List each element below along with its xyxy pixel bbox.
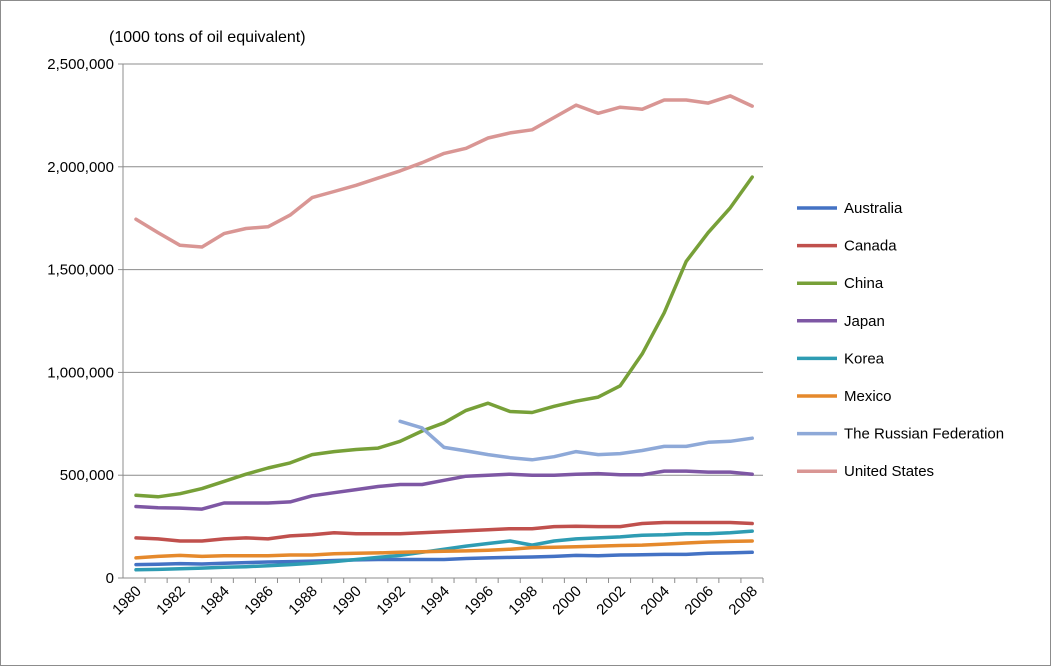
series-line-the-russian-federation: [398, 419, 754, 462]
x-tick-label: 1980: [109, 583, 145, 619]
legend-label-mexico: Mexico: [844, 388, 892, 405]
y-tick-label: 0: [106, 570, 114, 587]
y-tick-labels: 0 500,000 1,000,000 1,500,000 2,000,000 2,500…: [47, 56, 114, 587]
series-lines: [134, 94, 754, 572]
series-line-japan: [134, 469, 754, 511]
y-axis-label: (1000 tons of oil equivalent): [109, 29, 306, 46]
x-tick-label: 2000: [549, 583, 585, 619]
legend-label-the-russian-federation: The Russian Federation: [844, 426, 1004, 443]
series-line-china: [134, 175, 754, 499]
y-tick-label: 1,500,000: [47, 262, 114, 279]
series-line-canada: [134, 520, 754, 543]
axes: [122, 64, 764, 583]
x-tick-label: 2002: [593, 583, 629, 619]
y-tick-label: 500,000: [60, 467, 114, 484]
x-tick-label: 1988: [285, 583, 321, 619]
x-tick-label: 1990: [329, 583, 365, 619]
x-tick-label: 2004: [637, 583, 673, 619]
legend-label-canada: Canada: [844, 238, 897, 255]
legend-label-korea: Korea: [844, 350, 885, 367]
series-line-united-states: [134, 94, 754, 249]
series-line-korea: [134, 529, 754, 572]
x-tick-label: 1992: [373, 583, 409, 619]
x-tick-label: 1998: [505, 583, 541, 619]
x-tick-label: 2006: [681, 583, 717, 619]
legend: Australia Canada China Japan Korea Mexico The …: [797, 200, 1004, 480]
x-tick-label: 1982: [153, 583, 189, 619]
x-tick-label: 1984: [197, 583, 233, 619]
y-tick-label: 2,500,000: [47, 56, 114, 73]
y-tick-label: 1,000,000: [47, 364, 114, 381]
x-tick-label: 1986: [241, 583, 277, 619]
series-line-australia: [134, 550, 754, 567]
series-line-mexico: [134, 539, 754, 560]
y-tick-label: 2,000,000: [47, 159, 114, 176]
x-tick-label: 2008: [725, 583, 761, 619]
x-tick-labels: 1980 1982 1984 1986 1988 1990 1992 1994 1996 1998…: [109, 583, 761, 619]
legend-label-united-states: United States: [844, 463, 934, 480]
x-tick-label: 1996: [461, 583, 497, 619]
legend-label-australia: Australia: [844, 200, 903, 217]
legend-label-china: China: [844, 275, 884, 292]
legend-label-japan: Japan: [844, 313, 885, 330]
gridlines: [118, 63, 763, 579]
x-tick-label: 1994: [417, 583, 453, 619]
